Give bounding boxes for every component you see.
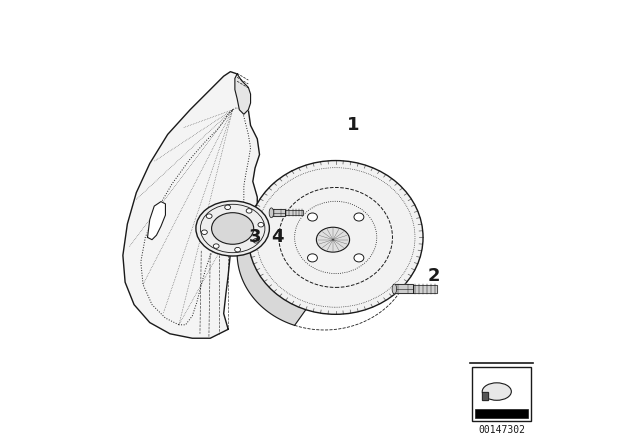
Polygon shape <box>148 202 165 240</box>
Polygon shape <box>270 210 285 216</box>
Ellipse shape <box>308 213 317 221</box>
Ellipse shape <box>269 208 274 218</box>
Ellipse shape <box>246 209 252 213</box>
Bar <box>472 367 531 421</box>
Ellipse shape <box>225 205 230 210</box>
Ellipse shape <box>213 244 219 248</box>
Text: 00147302: 00147302 <box>478 425 525 435</box>
Text: 1: 1 <box>348 116 360 134</box>
Ellipse shape <box>482 383 511 401</box>
Ellipse shape <box>354 213 364 221</box>
Polygon shape <box>237 171 306 325</box>
Ellipse shape <box>196 201 269 256</box>
Ellipse shape <box>248 160 423 314</box>
Ellipse shape <box>206 214 212 218</box>
Text: 4: 4 <box>271 228 284 246</box>
Ellipse shape <box>235 247 241 252</box>
Polygon shape <box>393 284 413 293</box>
Bar <box>475 409 529 418</box>
Text: 3: 3 <box>249 228 261 246</box>
Ellipse shape <box>258 223 264 227</box>
Ellipse shape <box>392 284 397 294</box>
Ellipse shape <box>253 239 259 243</box>
Ellipse shape <box>354 254 364 262</box>
Polygon shape <box>123 72 260 338</box>
Ellipse shape <box>308 254 317 262</box>
Ellipse shape <box>212 213 253 244</box>
Polygon shape <box>413 285 437 293</box>
Ellipse shape <box>316 227 349 252</box>
Polygon shape <box>482 392 488 400</box>
Polygon shape <box>235 74 251 114</box>
Polygon shape <box>285 210 303 215</box>
Ellipse shape <box>202 230 207 234</box>
Text: 2: 2 <box>428 267 440 284</box>
